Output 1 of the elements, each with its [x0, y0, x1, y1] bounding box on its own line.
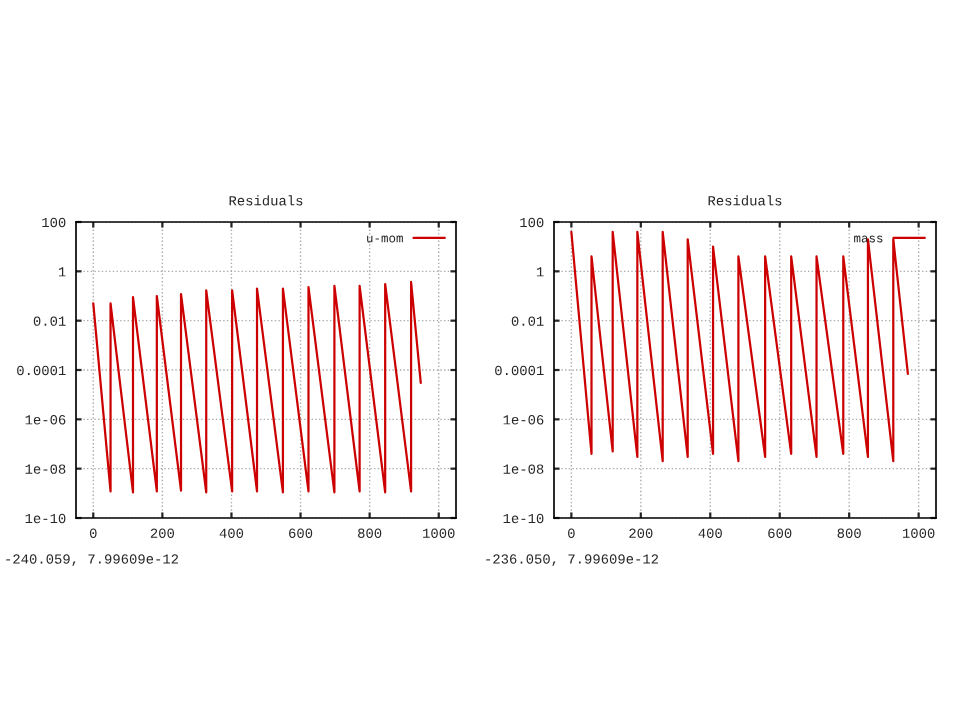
- line-series: [92, 280, 422, 494]
